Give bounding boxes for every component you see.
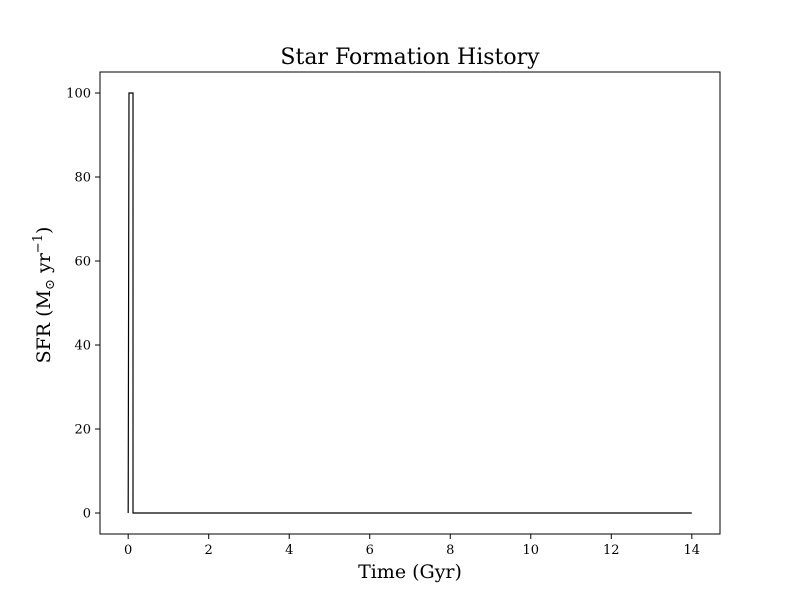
y-tick-label: 60 [74, 255, 91, 270]
y-axis-label-subscript: ⊙ [43, 279, 58, 290]
y-axis-label-middle: yr [33, 252, 55, 279]
y-axis-label-end: ) [33, 227, 55, 234]
series-line-0 [127, 92, 692, 514]
x-tick-label: 6 [366, 543, 374, 558]
y-axis-label: SFR (M⊙ yr−1) [31, 227, 58, 364]
chart-title: Star Formation History [280, 45, 540, 70]
x-tick-label: 10 [523, 543, 540, 558]
x-tick-label: 0 [124, 543, 132, 558]
series-layer [127, 92, 692, 514]
plot-area [99, 71, 721, 535]
y-tick-label: 0 [83, 507, 91, 522]
x-tick-label: 8 [446, 543, 454, 558]
y-axis-label-base: SFR (M [33, 290, 55, 363]
y-tick-label: 80 [74, 171, 91, 186]
x-tick-label: 4 [285, 543, 293, 558]
y-axis-label-superscript: −1 [31, 234, 46, 253]
x-tick-label: 2 [205, 543, 213, 558]
x-axis-label: Time (Gyr) [358, 561, 462, 583]
y-tick-label: 40 [74, 339, 91, 354]
x-tick-label: 12 [603, 543, 620, 558]
x-axis: 0 2 4 6 8 10 12 14 [124, 534, 700, 558]
x-tick-label: 14 [684, 543, 701, 558]
y-tick-label: 100 [66, 87, 91, 102]
y-axis: 0 20 40 60 80 100 [66, 87, 100, 522]
y-tick-label: 20 [74, 423, 91, 438]
